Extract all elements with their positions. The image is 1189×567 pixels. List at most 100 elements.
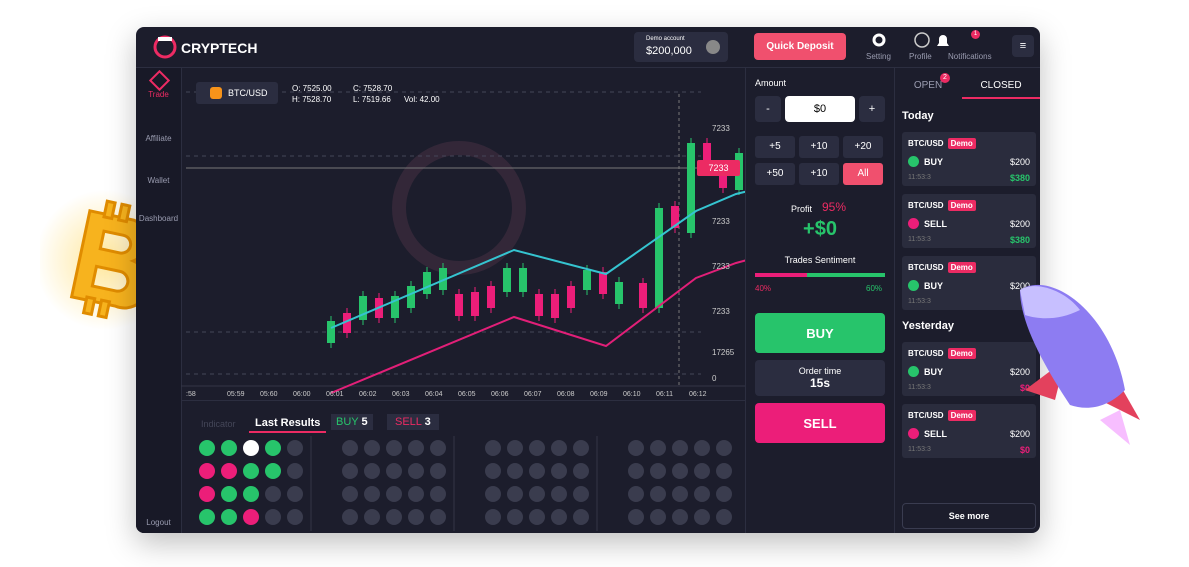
preset-button[interactable]: +20 xyxy=(843,136,883,158)
trade-time: 11:53:3 xyxy=(908,446,931,453)
y-label: 7233 xyxy=(712,307,730,316)
x-label: :58 xyxy=(186,391,196,398)
x-label: 06:01 xyxy=(326,391,344,398)
profit-label: Profit xyxy=(791,204,813,214)
candle xyxy=(719,166,727,188)
result-dot xyxy=(408,509,424,525)
notification-count: 1 xyxy=(971,30,980,39)
trade-amount: $200 xyxy=(1009,429,1030,439)
sidebar-item[interactable]: Logout xyxy=(146,518,171,527)
x-label: 06:02 xyxy=(359,391,377,398)
pair-selector[interactable]: BTC/USD xyxy=(196,82,278,104)
tab[interactable]: Last Results xyxy=(249,417,327,433)
result-dot xyxy=(221,486,237,502)
result-dot xyxy=(650,509,666,525)
results-panel: Indicator Last Results BUY 5 SELL 3 xyxy=(181,400,745,533)
result-dot xyxy=(265,486,281,502)
trade-amount: $200 xyxy=(1009,219,1030,229)
tab[interactable]: Indicator xyxy=(201,419,236,429)
plus-button[interactable]: + xyxy=(859,96,885,122)
result-dot xyxy=(485,463,501,479)
order-time[interactable]: 15s xyxy=(809,376,831,390)
candle xyxy=(519,268,527,292)
y-label: 7233 xyxy=(712,217,730,226)
section-title: Yesterday xyxy=(902,320,954,332)
candle xyxy=(471,292,479,316)
preset-button[interactable]: +5 xyxy=(755,136,795,158)
sidebar-item[interactable]: Wallet xyxy=(147,176,170,185)
result-dot xyxy=(243,440,259,456)
nav-label[interactable]: Profile xyxy=(909,52,932,61)
result-dot xyxy=(386,440,402,456)
nav-icons xyxy=(872,32,949,48)
nav-label[interactable]: Notifications xyxy=(948,52,992,61)
menu-button[interactable]: ≡ xyxy=(1012,35,1034,57)
demo-badge: Demo xyxy=(947,262,976,273)
candle xyxy=(703,143,711,166)
side-icon xyxy=(908,366,919,377)
result-dot xyxy=(551,440,567,456)
balance: $200,000 xyxy=(646,45,692,57)
nav-label[interactable]: Setting xyxy=(866,52,891,61)
candle xyxy=(423,272,431,294)
result-dot xyxy=(199,486,215,502)
sidebar-item[interactable]: Dashboard xyxy=(138,214,179,223)
sidebar-item[interactable]: Affiliate xyxy=(145,134,172,143)
candle xyxy=(567,286,575,308)
preset-button[interactable]: +10 xyxy=(799,136,839,158)
quick-deposit-button[interactable]: Quick Deposit xyxy=(754,33,846,60)
candle xyxy=(599,272,607,294)
preset-button[interactable]: +10 xyxy=(799,163,839,185)
result-dot xyxy=(265,509,281,525)
sentiment-segment xyxy=(755,273,807,277)
sell-button[interactable]: SELL xyxy=(755,403,885,443)
side-icon xyxy=(908,156,919,167)
result-dot xyxy=(507,509,523,525)
trade-header: BTC/USD Demo xyxy=(908,262,976,273)
result-dot xyxy=(265,440,281,456)
tab[interactable]: OPEN xyxy=(913,80,943,91)
x-label: 06:10 xyxy=(623,391,641,398)
amount-input[interactable]: $0 xyxy=(785,96,855,122)
sidebar-item[interactable]: Trade xyxy=(148,90,169,99)
sell-count: 3 xyxy=(424,416,431,428)
trade-card[interactable]: BTC/USD Demo BUY $200 11:53:3 xyxy=(902,256,1036,310)
trade-pair: BTC/USD xyxy=(908,139,944,148)
result-dot xyxy=(573,509,589,525)
result-dot xyxy=(529,509,545,525)
account-box[interactable]: Demo account $200,000 xyxy=(634,32,728,62)
result-dot xyxy=(650,440,666,456)
trade-side: SELL xyxy=(924,429,948,439)
buy-button[interactable]: BUY xyxy=(755,313,885,353)
tab[interactable]: CLOSED xyxy=(962,80,1040,99)
preset-button[interactable]: +50 xyxy=(755,163,795,185)
trade-card[interactable]: BTC/USD Demo SELL $200 11:53:3 $380 xyxy=(902,194,1036,248)
preset-button[interactable]: All xyxy=(843,163,883,185)
open-count: 2 xyxy=(940,73,950,83)
candle xyxy=(671,206,679,228)
result-dot xyxy=(694,440,710,456)
trade-card[interactable]: BTC/USD Demo BUY $200 11:53:3 $380 xyxy=(902,132,1036,186)
trade-card[interactable]: BTC/USD Demo SELL $200 11:53:3 $0 xyxy=(902,404,1036,458)
result-dot xyxy=(287,463,303,479)
buy-count: 5 xyxy=(361,416,368,428)
result-dot xyxy=(243,463,259,479)
sidebar: Trade Affiliate Wallet Dashboard Logout xyxy=(136,68,182,533)
result-dot xyxy=(485,509,501,525)
x-label: 06:11 xyxy=(656,391,673,398)
see-more-button[interactable]: See more xyxy=(902,503,1036,529)
minus-button[interactable]: - xyxy=(755,96,781,122)
result-dot xyxy=(243,509,259,525)
ma-line xyxy=(330,190,745,329)
sentiment-sell: 40% xyxy=(755,284,772,293)
result-dot xyxy=(386,463,402,479)
result-dot xyxy=(287,440,303,456)
trade-pair: BTC/USD xyxy=(908,201,944,210)
result-dot xyxy=(221,509,237,525)
result-dot xyxy=(507,463,523,479)
trade-card[interactable]: BTC/USD Demo BUY $200 11:53:3 $0 xyxy=(902,342,1036,396)
demo-badge: Demo xyxy=(947,348,976,359)
candle xyxy=(359,296,367,320)
trade-time: 11:53:3 xyxy=(908,236,931,243)
result-dot xyxy=(199,509,215,525)
